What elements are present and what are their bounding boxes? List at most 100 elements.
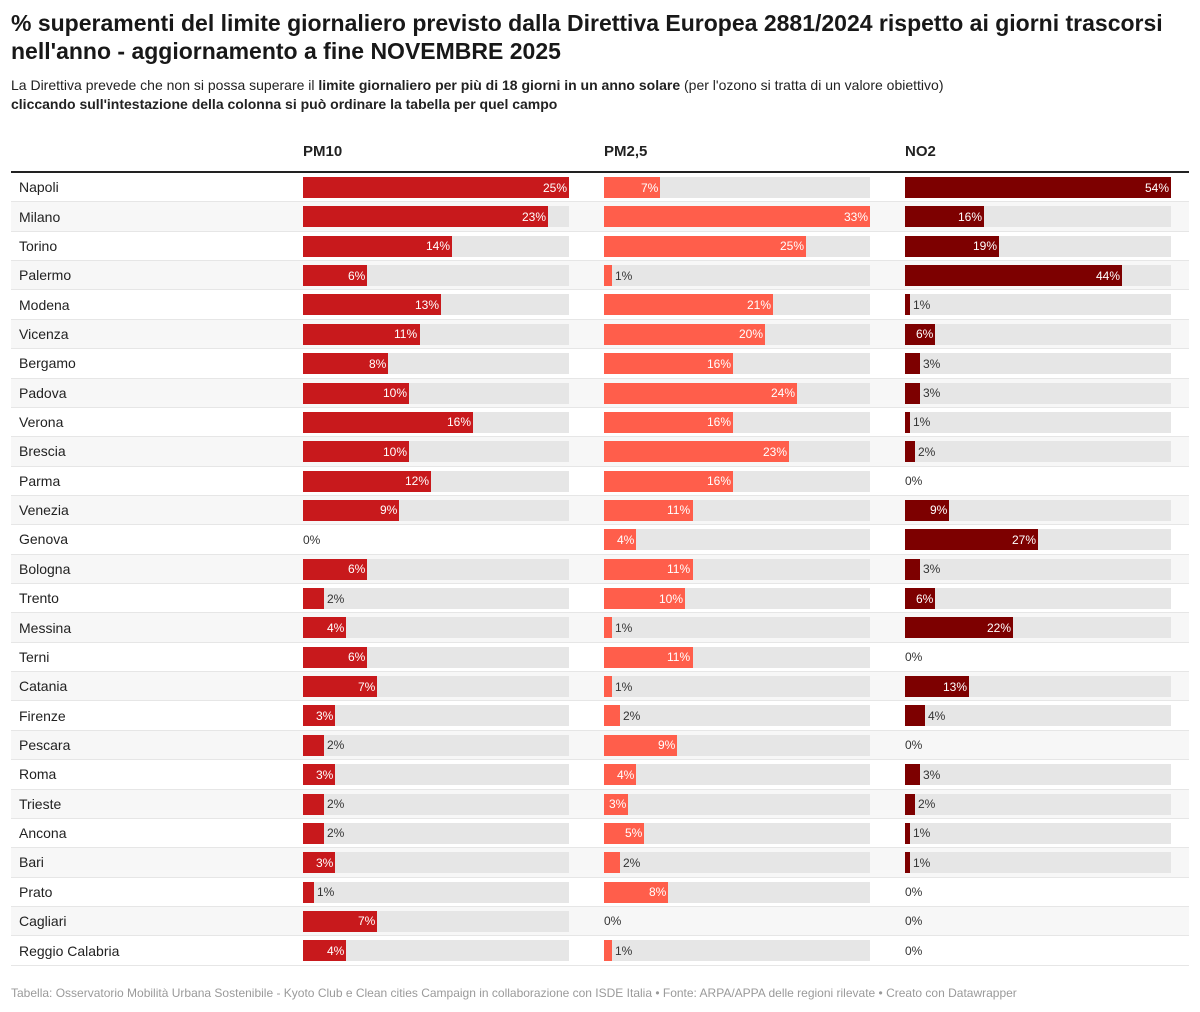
column-header-no2[interactable]: NO2 xyxy=(905,143,936,160)
no2-bar-track xyxy=(905,822,1171,844)
pm25-value-label: 4% xyxy=(617,532,635,547)
no2-cell: 0% xyxy=(905,471,1171,492)
no2-bar xyxy=(905,676,969,698)
pm10-bar xyxy=(303,852,335,874)
no2-value-label: 0% xyxy=(905,474,923,489)
pm25-bar xyxy=(604,235,806,257)
table-row: Ancona 2% 5% 1% xyxy=(11,819,1189,849)
pm10-value-label: 4% xyxy=(327,620,345,635)
table-row: Genova 0% 4% 27% xyxy=(11,525,1189,555)
pm10-cell: 11% xyxy=(303,323,569,345)
no2-value-label: 3% xyxy=(923,386,941,401)
pm25-bar xyxy=(604,617,612,639)
city-name: Bari xyxy=(19,854,44,871)
chart-subtitle: La Direttiva prevede che non si possa su… xyxy=(11,76,1191,114)
no2-value-label: 6% xyxy=(916,591,934,606)
pm10-bar xyxy=(303,764,335,786)
pm25-bar xyxy=(604,177,660,198)
pm10-bar xyxy=(303,793,324,815)
pm25-value-label: 16% xyxy=(707,415,732,430)
pm25-bar xyxy=(604,676,612,698)
city-name: Firenze xyxy=(19,707,66,724)
pm10-value-label: 23% xyxy=(522,209,547,224)
pm25-cell: 1% xyxy=(604,265,870,287)
pm10-cell: 6% xyxy=(303,558,569,580)
pm10-bar-track xyxy=(303,764,569,786)
pm25-cell: 9% xyxy=(604,734,870,756)
pm25-bar xyxy=(604,470,733,492)
pm25-cell: 8% xyxy=(604,881,870,903)
pm10-bar xyxy=(303,558,367,580)
no2-value-label: 13% xyxy=(943,679,968,694)
pm10-value-label: 2% xyxy=(327,826,345,841)
no2-cell: 4% xyxy=(905,705,1171,727)
pm10-bar-track xyxy=(303,940,569,962)
no2-bar xyxy=(905,499,949,521)
pm10-cell: 14% xyxy=(303,235,569,257)
pm25-value-label: 21% xyxy=(747,297,772,312)
no2-value-label: 4% xyxy=(928,708,946,723)
pm25-bar-track xyxy=(604,265,870,287)
no2-value-label: 16% xyxy=(958,209,983,224)
no2-value-label: 19% xyxy=(973,239,998,254)
no2-cell: 0% xyxy=(905,882,1171,903)
no2-cell: 3% xyxy=(905,382,1171,404)
column-header-pm10[interactable]: PM10 xyxy=(303,143,343,160)
city-name: Trieste xyxy=(19,795,62,812)
table-row: Vicenza 11% 20% 6% xyxy=(11,319,1189,350)
pm25-bar-track xyxy=(604,705,870,727)
no2-bar xyxy=(905,793,915,815)
no2-value-label: 6% xyxy=(916,327,934,342)
table-row: Trieste 2% 3% 2% xyxy=(11,789,1189,819)
pm25-cell: 11% xyxy=(604,499,870,521)
no2-bar-track xyxy=(905,852,1171,874)
pm10-value-label: 13% xyxy=(415,297,440,312)
pm25-cell: 10% xyxy=(604,588,870,610)
column-header-pm25[interactable]: PM2,5 xyxy=(604,143,648,160)
pm10-cell: 0% xyxy=(303,529,569,550)
no2-cell: 44% xyxy=(905,265,1171,287)
pm10-cell: 2% xyxy=(303,734,569,756)
city-name: Reggio Calabria xyxy=(19,942,120,959)
pm10-value-label: 2% xyxy=(327,591,345,606)
pm10-value-label: 14% xyxy=(426,239,451,254)
no2-bar xyxy=(905,265,1122,287)
pm25-bar xyxy=(604,499,693,521)
table-row: Torino 14% 25% 19% xyxy=(11,232,1189,262)
pm25-value-label: 2% xyxy=(623,708,641,723)
no2-bar-track xyxy=(905,676,1171,698)
table-row: Reggio Calabria 4% 1% 0% xyxy=(11,936,1189,966)
pm25-bar xyxy=(604,382,797,404)
pm25-bar-track xyxy=(604,617,870,639)
no2-value-label: 1% xyxy=(913,415,931,430)
pm10-bar xyxy=(303,294,441,316)
pm25-cell: 4% xyxy=(604,764,870,786)
no2-cell: 0% xyxy=(905,911,1171,932)
pm10-bar xyxy=(303,881,314,903)
pm10-value-label: 12% xyxy=(405,474,430,489)
no2-value-label: 54% xyxy=(1145,180,1170,195)
table-row: Cagliari 7% 0% 0% xyxy=(11,906,1189,937)
pm10-cell: 2% xyxy=(303,793,569,815)
pm10-bar-track xyxy=(303,705,569,727)
city-name: Brescia xyxy=(19,443,66,460)
city-name: Vicenza xyxy=(19,325,69,342)
pm25-bar xyxy=(604,441,789,463)
pm10-bar-track xyxy=(303,793,569,815)
no2-value-label: 0% xyxy=(905,943,923,958)
pm10-value-label: 7% xyxy=(358,679,376,694)
no2-bar xyxy=(905,617,1013,639)
pm10-bar-track xyxy=(303,822,569,844)
no2-bar-track xyxy=(905,441,1171,463)
city-name: Cagliari xyxy=(19,913,67,930)
pm10-bar xyxy=(303,235,452,257)
no2-bar xyxy=(905,822,910,844)
pm10-cell: 13% xyxy=(303,294,569,316)
pm25-bar xyxy=(604,206,870,228)
table-row: Messina 4% 1% 22% xyxy=(11,613,1189,643)
pm25-bar xyxy=(604,646,693,668)
pm25-bar xyxy=(604,411,733,433)
pm10-bar-track xyxy=(303,265,569,287)
subtitle-bold-text: limite giornaliero per più di 18 giorni … xyxy=(318,77,681,93)
chart-title: % superamenti del limite giornaliero pre… xyxy=(11,10,1163,64)
